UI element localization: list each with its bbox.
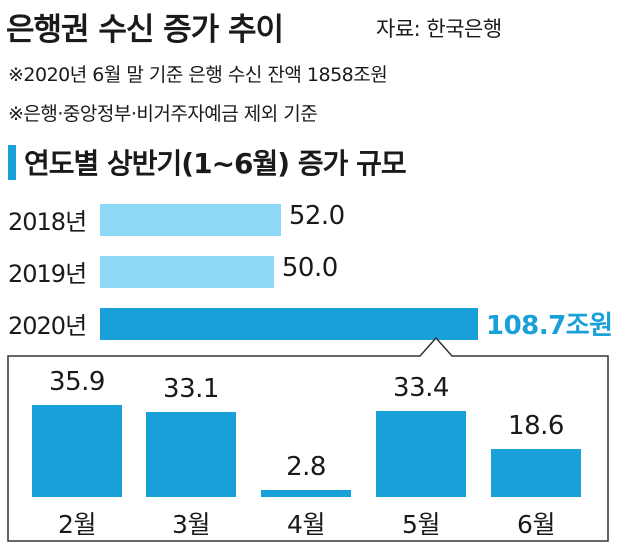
note-exclusion: ※은행·중앙정부·비거주자예금 제외 기준 <box>8 103 318 125</box>
month-bar <box>491 449 581 497</box>
year-label: 2018년 <box>8 208 87 236</box>
year-label: 2020년 <box>8 312 87 340</box>
year-bar <box>100 256 274 288</box>
month-bar <box>261 489 351 497</box>
source-label: 자료: 한국은행 <box>376 17 502 41</box>
month-label: 2월 <box>58 510 96 539</box>
month-label: 4월 <box>287 510 325 539</box>
year-bar <box>100 308 478 340</box>
year-value: 52.0 <box>288 201 345 231</box>
month-bar <box>32 405 122 497</box>
month-bar <box>146 412 236 497</box>
year-value-highlight: 108.7조원 <box>486 311 613 341</box>
section-title: 연도별 상반기(1~6월) 증가 규모 <box>24 147 407 180</box>
month-label: 3월 <box>172 510 210 539</box>
year-label: 2019년 <box>8 260 87 288</box>
section-marker <box>8 145 16 180</box>
month-value: 33.1 <box>163 374 219 405</box>
year-bar <box>100 204 281 236</box>
month-value: 33.4 <box>393 373 449 404</box>
month-value: 35.9 <box>49 367 105 397</box>
month-label: 5월 <box>402 510 440 539</box>
page-title: 은행권 수신 증가 추이 <box>6 12 284 48</box>
month-value: 2.8 <box>286 451 326 482</box>
year-value: 50.0 <box>281 253 338 283</box>
month-label: 6월 <box>517 510 555 539</box>
month-bar <box>376 411 466 497</box>
note-balance: ※2020년 6월 말 기준 은행 수신 잔액 1858조원 <box>8 64 388 86</box>
month-value: 18.6 <box>508 411 564 442</box>
